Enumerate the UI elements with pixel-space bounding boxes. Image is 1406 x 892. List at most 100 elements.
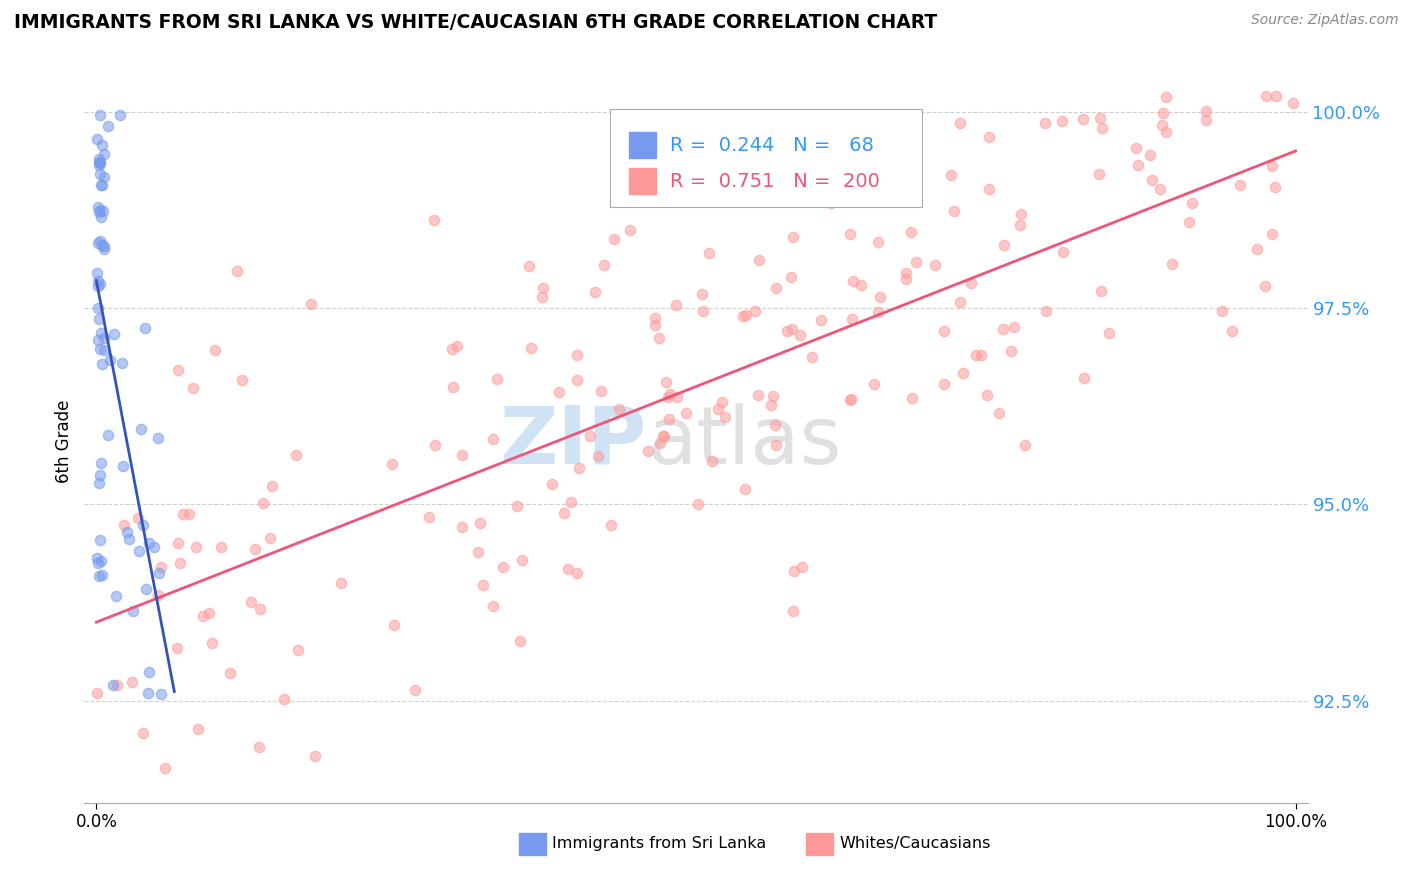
Point [492, 560, 515, 574]
Point [702, 454, 724, 468]
Point [259, 532, 281, 546]
Point [1180, 196, 1202, 211]
Point [960, 276, 983, 290]
Bar [628, 169, 655, 194]
Point [1010, 207, 1032, 221]
Point [1246, 242, 1268, 256]
Point [382, 618, 405, 632]
Point [932, 325, 955, 339]
Point [219, 665, 242, 680]
Point [446, 339, 468, 353]
Point [568, 461, 591, 475]
Point [780, 322, 803, 336]
Point [441, 379, 464, 393]
Point [1087, 167, 1109, 181]
Point [820, 195, 842, 210]
Text: IMMIGRANTS FROM SRI LANKA VS WHITE/CAUCASIAN 6TH GRADE CORRELATION CHART: IMMIGRANTS FROM SRI LANKA VS WHITE/CAUCA… [14, 13, 938, 32]
Point [697, 245, 720, 260]
Point [588, 449, 610, 463]
Point [520, 342, 543, 356]
Point [1052, 245, 1074, 260]
Point [1071, 112, 1094, 126]
Point [583, 285, 606, 300]
Point [89, 167, 111, 181]
Point [1097, 326, 1119, 341]
Point [273, 691, 295, 706]
Point [1000, 344, 1022, 359]
Point [87, 475, 110, 490]
Bar [628, 132, 655, 158]
Point [128, 544, 150, 558]
Point [105, 678, 128, 692]
Point [93, 331, 115, 345]
Point [112, 518, 135, 533]
Point [89, 155, 111, 169]
Point [690, 287, 713, 301]
Point [734, 482, 756, 496]
Point [800, 350, 823, 364]
Point [790, 559, 813, 574]
Point [91, 204, 114, 219]
Point [1050, 113, 1073, 128]
Point [90, 456, 112, 470]
Point [868, 235, 890, 250]
Point [849, 278, 872, 293]
Point [93, 147, 115, 161]
Point [89, 155, 111, 169]
Point [90, 326, 112, 341]
Point [949, 116, 972, 130]
Point [776, 324, 799, 338]
Point [423, 212, 446, 227]
Point [1073, 371, 1095, 385]
Point [122, 604, 145, 618]
Point [1265, 89, 1288, 103]
Point [146, 589, 169, 603]
Point [900, 225, 922, 239]
Point [93, 239, 115, 253]
Point [1149, 182, 1171, 196]
Point [91, 357, 114, 371]
Point [924, 258, 946, 272]
Point [93, 242, 115, 256]
Point [482, 599, 505, 614]
Point [166, 641, 188, 656]
Point [204, 343, 226, 358]
Point [127, 511, 149, 525]
Point [1211, 304, 1233, 318]
Point [104, 590, 127, 604]
Point [658, 412, 681, 426]
Point [87, 334, 110, 348]
Point [637, 444, 659, 458]
Point [1154, 124, 1177, 138]
Point [775, 189, 797, 203]
Point [841, 312, 863, 326]
Point [1014, 438, 1036, 452]
Point [866, 305, 889, 319]
Point [245, 542, 267, 557]
Point [976, 388, 998, 402]
Point [86, 686, 108, 700]
Point [451, 519, 474, 533]
Point [201, 635, 224, 649]
Point [418, 510, 440, 524]
Point [675, 406, 697, 420]
Point [231, 373, 253, 387]
Point [167, 536, 190, 550]
Point [735, 308, 758, 322]
Point [179, 508, 201, 522]
Point [648, 331, 671, 345]
Point [148, 566, 170, 580]
Point [181, 381, 204, 395]
Point [91, 138, 114, 153]
Point [763, 417, 786, 432]
Point [155, 760, 177, 774]
Point [1195, 104, 1218, 119]
Point [287, 642, 309, 657]
Point [939, 169, 962, 183]
Point [748, 252, 770, 267]
Point [1261, 227, 1284, 241]
Point [783, 564, 806, 578]
Point [247, 739, 270, 754]
Point [86, 551, 108, 566]
Point [1128, 158, 1150, 172]
